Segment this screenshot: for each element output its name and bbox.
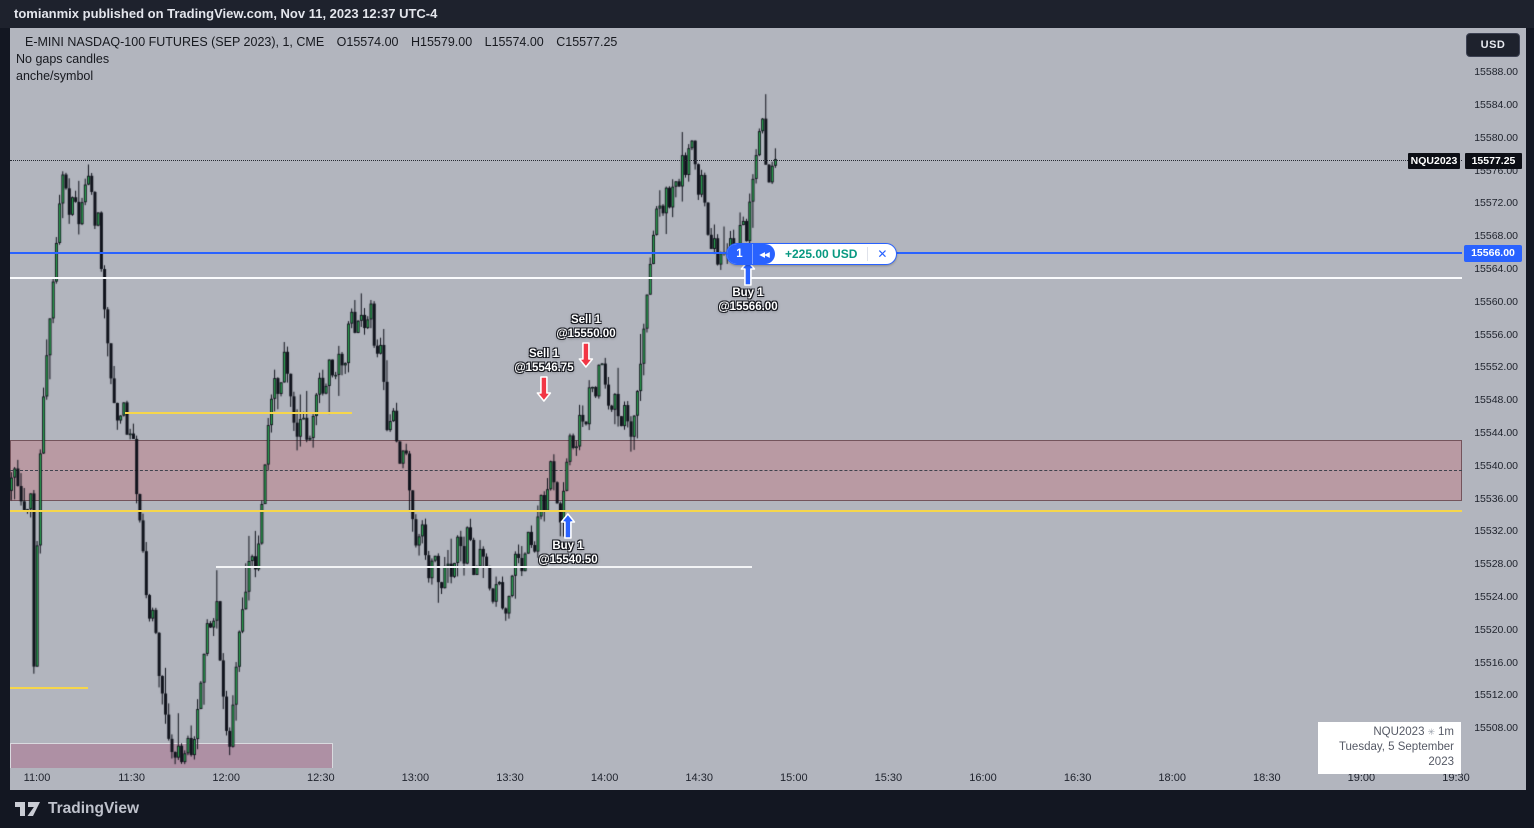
price-axis-label: 15548.00 — [1474, 394, 1518, 407]
marker-price-label: @15550.00 — [556, 327, 616, 340]
position-qty: 1 — [727, 244, 752, 264]
footer-bar: TradingView — [0, 790, 1534, 828]
sell-trade-marker: Sell 1 @15546.75 — [514, 348, 574, 403]
currency-toggle-button[interactable]: USD — [1466, 33, 1520, 57]
buy-trade-marker: Buy 1 @15540.50 — [538, 512, 598, 567]
tradingview-logo-icon[interactable] — [14, 801, 41, 818]
position-pnl: +225.00 USD — [785, 247, 858, 261]
price-axis-label: 15544.00 — [1474, 426, 1518, 439]
time-axis-label: 19:00 — [1347, 772, 1376, 784]
buy-arrow-icon — [560, 513, 576, 539]
symbol-price-badge: NQU2023 — [1408, 152, 1460, 169]
marker-price-label: @15546.75 — [514, 361, 574, 374]
candlestick-series — [10, 28, 1462, 768]
time-axis-label: 15:30 — [874, 772, 903, 784]
price-axis[interactable]: 15588.00 15584.00 15580.00 15576.00 15572.00… — [1462, 28, 1526, 768]
price-axis-label: 15552.00 — [1474, 361, 1518, 374]
time-axis-label: 12:30 — [307, 772, 335, 784]
price-axis-label: 15588.00 — [1474, 66, 1518, 79]
info-date: Tuesday, 5 September 2023 — [1338, 741, 1454, 768]
yellow-ray-full[interactable] — [10, 510, 1462, 513]
marker-price-label: @15566.00 — [718, 300, 778, 313]
symbol-title[interactable]: E-MINI NASDAQ-100 FUTURES (SEP 2023), 1,… — [25, 35, 325, 49]
last-price-badge: 15577.25 — [1465, 152, 1522, 169]
price-axis-label: 15508.00 — [1474, 722, 1518, 735]
time-axis-label: 13:30 — [496, 772, 524, 784]
sell-arrow-icon — [578, 342, 594, 368]
price-axis-label: 15584.00 — [1474, 98, 1518, 111]
symbol-info-box: NQU2023 ✳ 1m Tuesday, 5 September 2023 — [1318, 722, 1461, 774]
time-axis-label: 13:00 — [401, 772, 430, 784]
ohlc-close: C15577.25 — [556, 35, 618, 49]
publish-info-bar: tomianmix published on TradingView.com, … — [0, 0, 1534, 28]
buy-trade-marker: Buy 1 @15566.00 — [718, 259, 778, 314]
indicator-label-1[interactable]: No gaps candles — [16, 52, 110, 66]
ohlc-high: H15579.00 — [410, 35, 473, 49]
publish-info-text: tomianmix published on TradingView.com, … — [14, 6, 438, 21]
info-interval: 1m — [1438, 726, 1454, 738]
price-axis-label: 15556.00 — [1474, 328, 1518, 341]
time-axis[interactable]: 11:00 11:30 12:00 12:30 13:00 13:30 14:00 14:30… — [10, 768, 1526, 790]
price-axis-label: 15524.00 — [1474, 590, 1518, 603]
price-axis-label: 15528.00 — [1474, 558, 1518, 571]
reverse-position-icon[interactable]: ◀◀ — [752, 244, 775, 264]
price-axis-label: 15536.00 — [1474, 492, 1518, 505]
price-axis-label: 15580.00 — [1474, 131, 1518, 144]
time-axis-label: 11:30 — [118, 772, 145, 784]
ohlc-open: O15574.00 — [336, 35, 399, 49]
price-axis-label: 15516.00 — [1474, 656, 1518, 669]
tradingview-brand-text[interactable]: TradingView — [48, 800, 140, 817]
price-axis-label: 15572.00 — [1474, 197, 1518, 210]
sell-arrow-icon — [536, 376, 552, 402]
last-price-line[interactable] — [10, 159, 1462, 161]
indicator-label-2[interactable]: anche/symbol — [16, 69, 94, 83]
white-segment-mid[interactable] — [216, 565, 752, 568]
buy-arrow-icon — [740, 260, 756, 286]
time-axis-label: 16:30 — [1063, 772, 1092, 784]
chart-panel[interactable]: Sell 1 @15550.00 Sell 1 @15546.75 Buy 1 @1554… — [10, 28, 1526, 790]
price-axis-label: 15532.00 — [1474, 525, 1518, 538]
yellow-segment-lower[interactable] — [10, 686, 88, 689]
yellow-segment-upper[interactable] — [125, 411, 352, 414]
info-symbol: NQU2023 — [1373, 726, 1425, 738]
position-price-badge: 15566.00 — [1464, 244, 1522, 262]
pill-divider — [867, 247, 869, 261]
marker-qty-label: Buy 1 — [552, 540, 584, 552]
time-axis-label: 18:00 — [1158, 772, 1186, 784]
price-axis-label: 15512.00 — [1474, 689, 1518, 702]
price-axis-label: 15564.00 — [1474, 262, 1518, 275]
marker-qty-label: Sell 1 — [528, 348, 560, 360]
price-axis-label: 15560.00 — [1474, 295, 1518, 308]
time-axis-label: 15:00 — [780, 772, 808, 784]
time-axis-label: 18:30 — [1253, 772, 1281, 784]
time-axis-label: 19:30 — [1442, 772, 1470, 784]
white-ray-upper[interactable] — [10, 276, 1462, 279]
marker-qty-label: Buy 1 — [732, 287, 764, 299]
close-position-icon[interactable]: ✕ — [877, 247, 888, 261]
price-axis-label: 15540.00 — [1474, 459, 1518, 472]
ohlc-low: L15574.00 — [484, 35, 544, 49]
time-axis-label: 12:00 — [212, 772, 240, 784]
marker-price-label: @15540.50 — [538, 553, 598, 566]
price-axis-label: 15568.00 — [1474, 230, 1518, 243]
time-axis-label: 11:00 — [23, 772, 51, 784]
chart-plot-area[interactable]: Sell 1 @15550.00 Sell 1 @15546.75 Buy 1 @1554… — [10, 28, 1462, 768]
sell-trade-marker: Sell 1 @15550.00 — [556, 314, 616, 369]
interval-separator-icon: ✳ — [1427, 727, 1436, 737]
time-axis-label: 14:30 — [685, 772, 713, 784]
time-axis-label: 16:00 — [969, 772, 997, 784]
position-tool[interactable]: 1 ◀◀ +225.00 USD ✕ — [726, 243, 898, 265]
price-axis-label: 15520.00 — [1474, 623, 1518, 636]
marker-qty-label: Sell 1 — [570, 314, 602, 326]
chart-legend: E-MINI NASDAQ-100 FUTURES (SEP 2023), 1,… — [16, 34, 617, 85]
time-axis-label: 14:00 — [590, 772, 619, 784]
